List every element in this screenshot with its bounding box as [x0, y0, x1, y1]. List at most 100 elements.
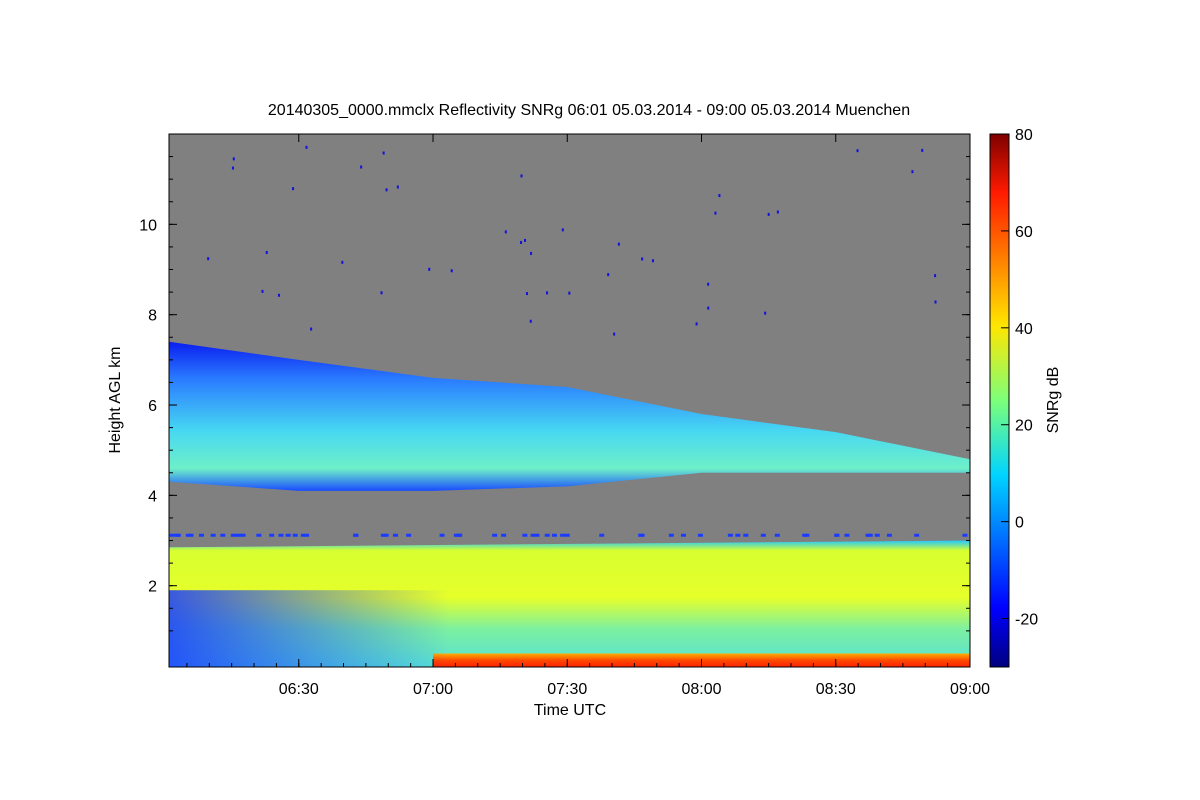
y-tick-label: 4 [148, 488, 157, 505]
noise-speckle [874, 533, 880, 537]
noise-speckle [304, 533, 310, 537]
noise-speckle [802, 533, 808, 537]
y-axis-label: Height AGL km [107, 346, 124, 453]
noise-speckle [668, 533, 674, 537]
noise-speckle [175, 533, 181, 537]
colorbar-tick-label: 40 [1015, 321, 1033, 338]
noise-speckle [406, 533, 412, 537]
noise-speckle [261, 289, 264, 293]
noise-speckle [546, 291, 549, 295]
noise-speckle [607, 273, 610, 277]
noise-speckle [865, 533, 871, 537]
x-tick-label: 06:30 [279, 681, 319, 698]
noise-speckle [277, 293, 280, 297]
y-tick-label: 6 [148, 398, 157, 415]
noise-speckle [776, 210, 779, 214]
colorbar-tick-label: 0 [1015, 515, 1024, 532]
noise-speckle [265, 250, 268, 254]
noise-speckle [453, 533, 459, 537]
noise-speckle [568, 291, 571, 295]
noise-speckle [641, 257, 644, 261]
noise-speckle [921, 148, 924, 152]
noise-speckle [727, 533, 733, 537]
noise-speckle [911, 170, 914, 174]
noise-speckle [380, 533, 386, 537]
noise-speckle [456, 533, 462, 537]
noise-speckle [695, 322, 698, 326]
noise-speckle [353, 533, 359, 537]
noise-speckle [530, 533, 536, 537]
noise-speckle [767, 212, 770, 216]
noise-speckle [232, 157, 235, 161]
noise-speckle [564, 533, 570, 537]
noise-speckle [428, 267, 431, 271]
noise-speckle [735, 533, 741, 537]
noise-speckle [238, 533, 244, 537]
noise-speckle [680, 533, 686, 537]
colorbar-tick-label: 60 [1015, 224, 1033, 241]
noise-speckle [774, 533, 780, 537]
noise-speckle [310, 327, 313, 331]
lower-layer-low-snr [169, 590, 450, 667]
noise-speckle [380, 291, 383, 295]
noise-speckle [962, 533, 968, 537]
noise-speckle [234, 533, 240, 537]
noise-speckle [560, 533, 566, 537]
noise-speckle [617, 242, 620, 246]
y-tick-label: 8 [148, 308, 157, 325]
noise-speckle [599, 533, 605, 537]
noise-speckle [520, 240, 523, 244]
noise-speckle [256, 533, 262, 537]
colorbar [989, 133, 1010, 668]
echo-layers [169, 341, 970, 667]
noise-speckle [504, 230, 507, 234]
noise-speckle [210, 533, 216, 537]
noise-speckle [718, 194, 721, 198]
noise-speckle [639, 533, 645, 537]
noise-speckle [534, 533, 540, 537]
x-axis: 06:30 07:00 07:30 08:00 08:30 09:00 [186, 134, 990, 698]
noise-speckle [292, 187, 295, 191]
noise-speckle [305, 145, 308, 149]
noise-speckle [188, 533, 194, 537]
noise-speckle [760, 533, 766, 537]
noise-speckle [561, 228, 564, 232]
chart-title: 20140305_0000.mmclx Reflectivity SNRg 06… [268, 102, 910, 119]
noise-speckle [220, 533, 226, 537]
noise-speckle [525, 292, 528, 296]
noise-speckle [207, 257, 210, 261]
noise-speckle [198, 533, 204, 537]
colorbar-label: SNRg dB [1045, 367, 1062, 434]
noise-speckle [522, 533, 528, 537]
x-axis-label: Time UTC [534, 702, 606, 719]
noise-speckle [396, 185, 399, 189]
plot-area [169, 134, 970, 667]
noise-speckle [383, 533, 389, 537]
noise-speckle [185, 533, 191, 537]
plot-frame [168, 133, 971, 668]
noise-speckle [285, 533, 291, 537]
noise-speckle [530, 251, 533, 255]
noise-speckle [714, 211, 717, 215]
noise-speckle [551, 533, 557, 537]
x-tick-label: 08:30 [816, 681, 856, 698]
colorbar-tick-label: 20 [1015, 418, 1033, 435]
noise-speckle [501, 533, 507, 537]
noise-speckle [524, 238, 527, 242]
noise-speckle [520, 174, 523, 178]
noise-speckles [169, 145, 968, 537]
y-axis: 2 4 6 8 10 [139, 156, 970, 632]
noise-speckle [292, 533, 298, 537]
noise-speckle [886, 533, 892, 537]
noise-speckle [707, 306, 710, 310]
noise-speckle [651, 259, 654, 263]
noise-speckle [392, 533, 398, 537]
noise-speckle [439, 533, 445, 537]
noise-speckle [934, 274, 937, 278]
noise-speckle [707, 282, 710, 286]
noise-speckle [914, 533, 920, 537]
x-tick-label: 07:00 [413, 681, 453, 698]
colorbar-tick-label: 80 [1015, 127, 1033, 144]
noise-speckle [764, 311, 767, 315]
